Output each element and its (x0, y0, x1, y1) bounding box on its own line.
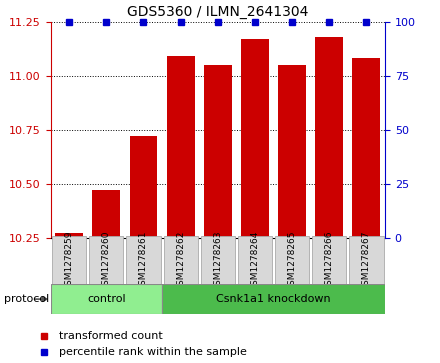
Bar (126, 236, 161, 285)
Bar (241, 39, 269, 238)
Bar (238, 236, 272, 285)
Text: GSM1278267: GSM1278267 (362, 230, 371, 291)
Text: GSM1278265: GSM1278265 (288, 230, 297, 291)
Text: GSM1278266: GSM1278266 (325, 230, 334, 291)
Bar (312, 236, 346, 285)
Text: GSM1278262: GSM1278262 (176, 230, 185, 291)
Text: GSM1278261: GSM1278261 (139, 230, 148, 291)
Bar (51, 284, 162, 314)
Bar (89, 236, 124, 285)
Bar (129, 136, 158, 238)
Bar (55, 233, 83, 238)
Bar (52, 236, 86, 285)
Bar (352, 58, 380, 238)
Bar (275, 236, 309, 285)
Text: control: control (87, 294, 126, 304)
Text: GSM1278263: GSM1278263 (213, 230, 222, 291)
Text: GSM1278264: GSM1278264 (250, 230, 260, 291)
Text: GSM1278259: GSM1278259 (65, 230, 73, 291)
Text: percentile rank within the sample: percentile rank within the sample (59, 347, 247, 357)
Bar (315, 37, 343, 238)
Text: Csnk1a1 knockdown: Csnk1a1 knockdown (216, 294, 331, 304)
Bar (92, 190, 120, 238)
Bar (164, 236, 198, 285)
Bar (278, 65, 306, 238)
Bar (167, 56, 194, 238)
Bar (204, 65, 232, 238)
Bar (349, 236, 384, 285)
Text: transformed count: transformed count (59, 331, 163, 341)
Text: protocol: protocol (4, 294, 50, 304)
Bar (201, 236, 235, 285)
Title: GDS5360 / ILMN_2641304: GDS5360 / ILMN_2641304 (127, 5, 308, 19)
Bar (162, 284, 385, 314)
Text: GSM1278260: GSM1278260 (102, 230, 111, 291)
